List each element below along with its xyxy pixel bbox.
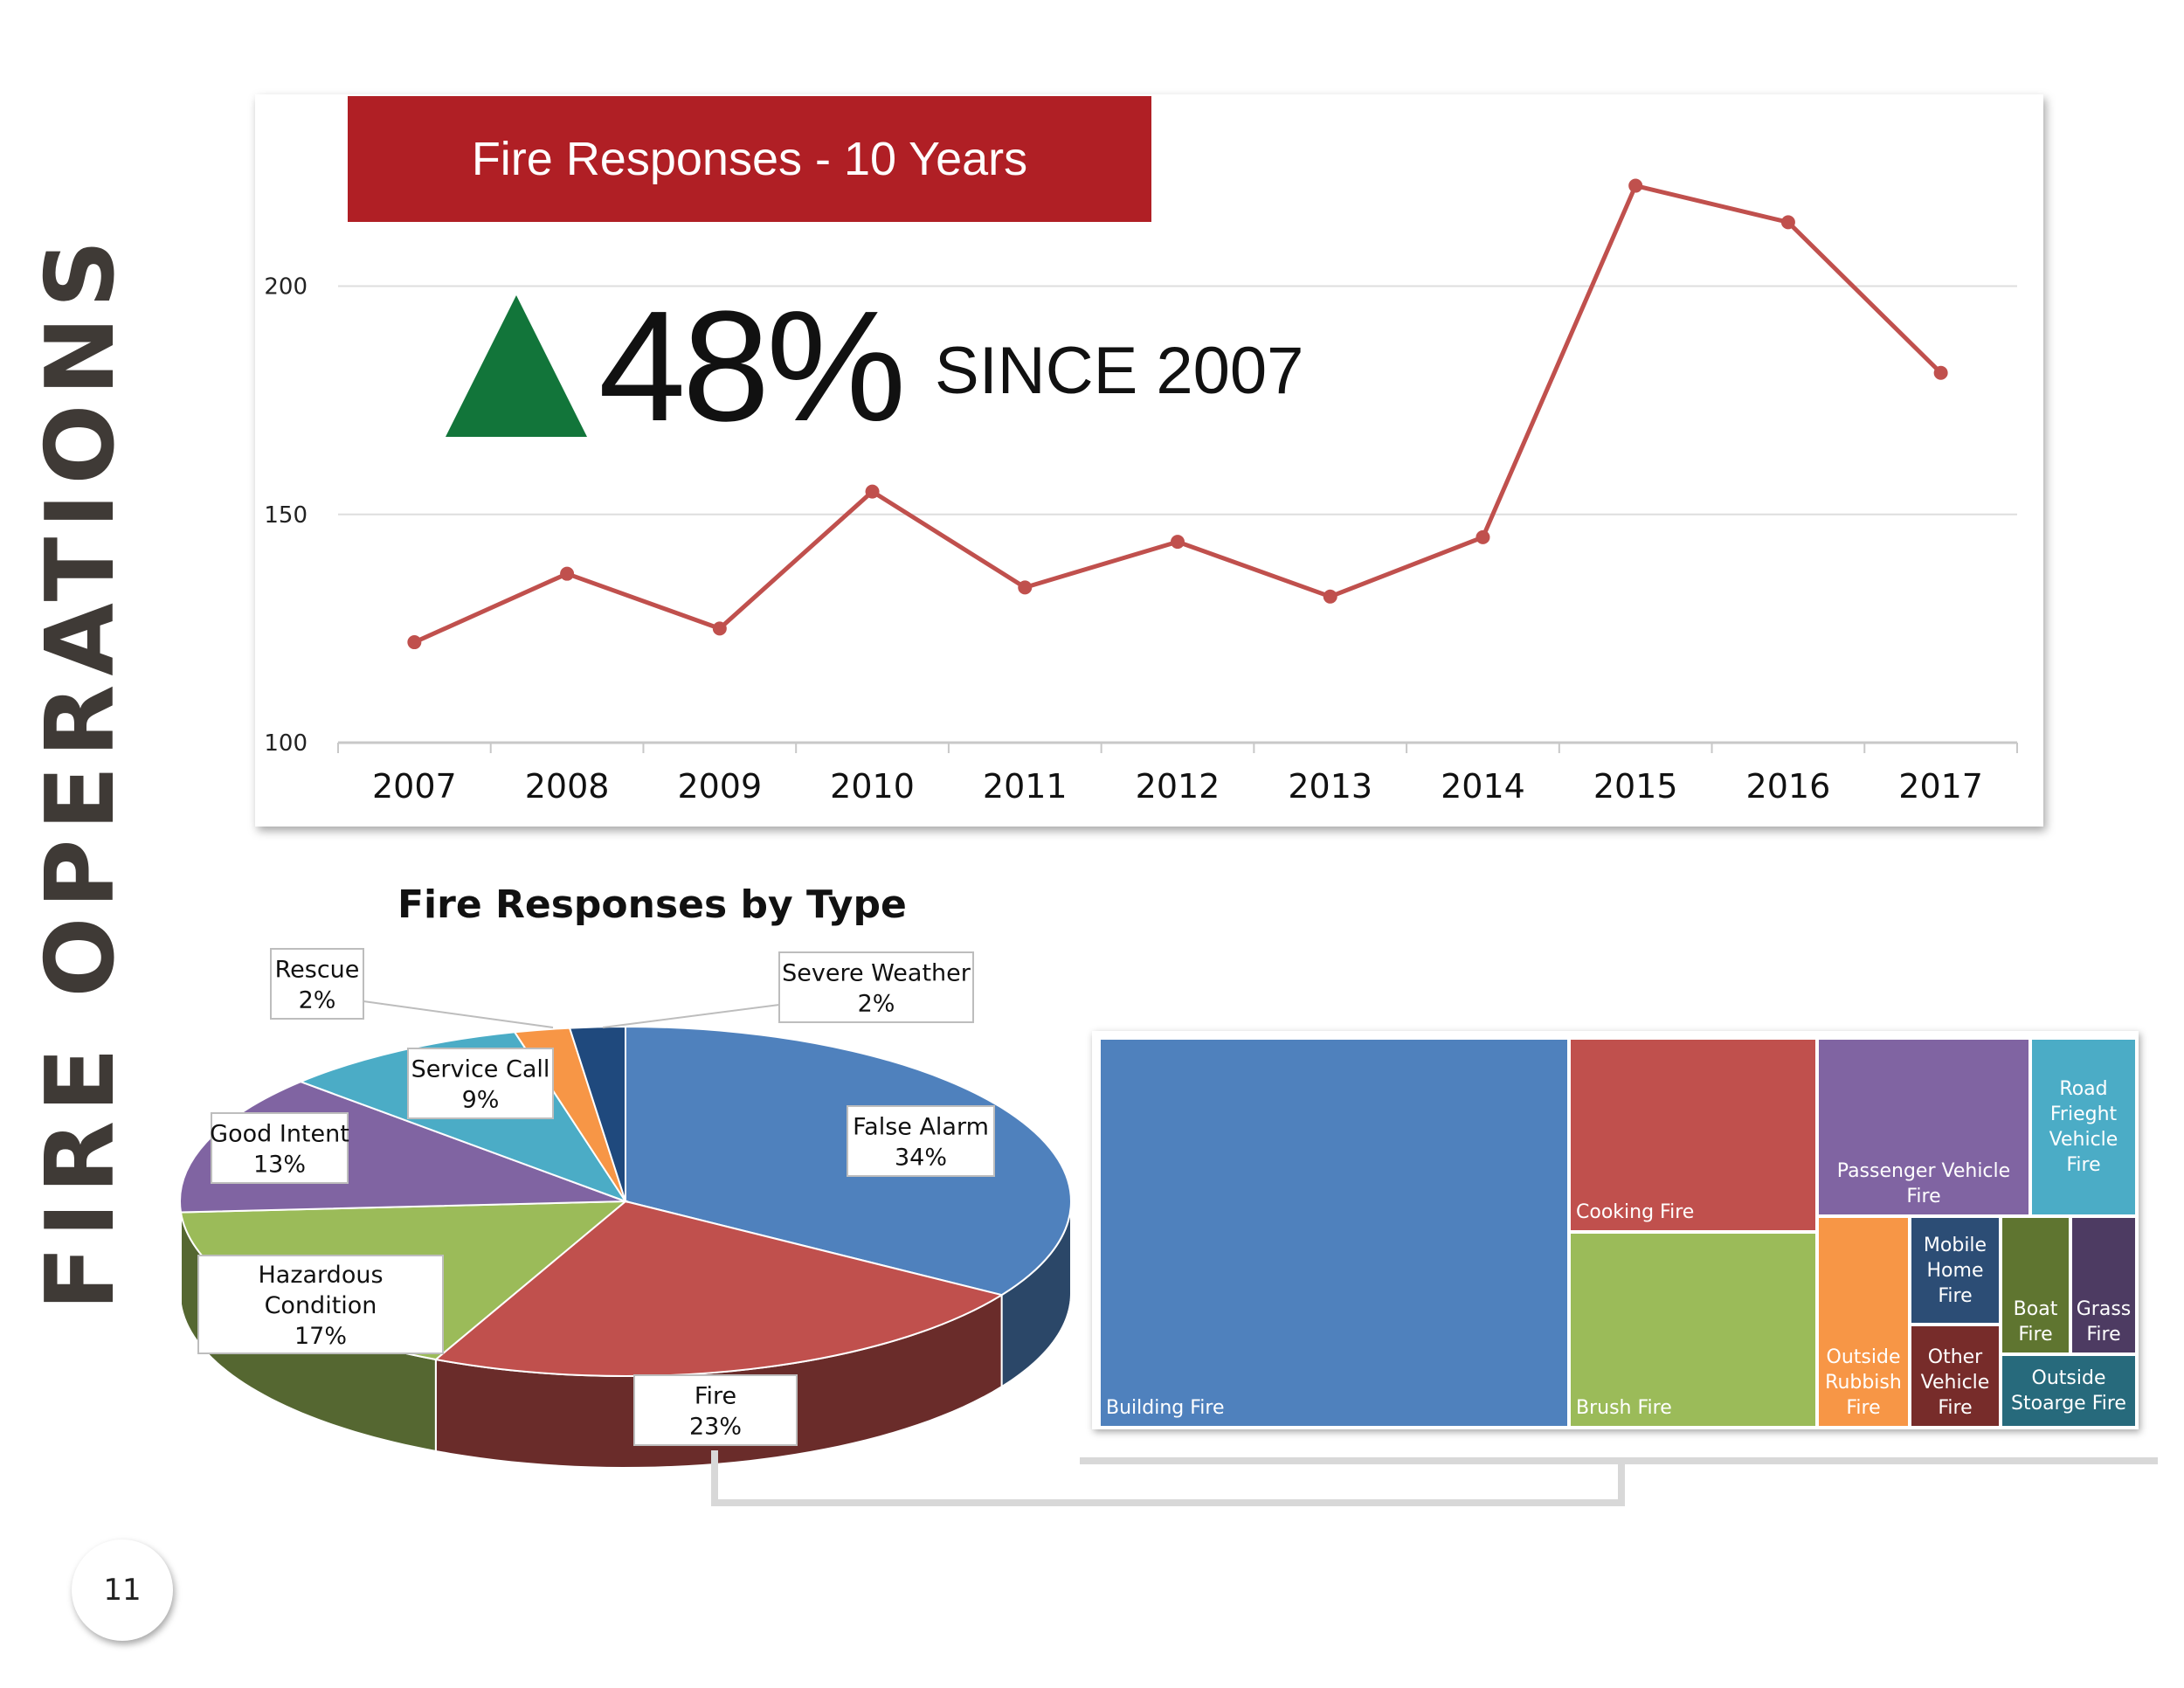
pie-chart-title: Fire Responses by Type [397, 882, 907, 927]
pie-slice [568, 1025, 626, 1202]
pie-slice-label: Severe Weather [782, 960, 971, 987]
y-tick-label: 200 [264, 274, 308, 301]
pie-leader-line [602, 1004, 780, 1028]
pie-slice-percent: 23% [689, 1414, 742, 1441]
treemap-tile: Other Vehicle Fire [1910, 1325, 2001, 1428]
data-point [1171, 535, 1185, 550]
data-point [1628, 178, 1643, 193]
pie-label-box [211, 1112, 349, 1184]
treemap-tile-label: Outside Stoarge Fire [2011, 1367, 2126, 1415]
pie-slice-percent: 17% [294, 1323, 347, 1350]
stat-text: SINCE 2007 [935, 334, 1304, 408]
pie-slice [433, 1200, 1005, 1378]
x-tick-label: 2011 [983, 767, 1068, 806]
treemap-tile-label: Grass Fire [2076, 1298, 2132, 1346]
data-point [1018, 580, 1033, 595]
x-tick-label: 2012 [1136, 767, 1220, 806]
pie-slice-label: Service Call [411, 1056, 550, 1083]
treemap-tile-label: Outside Rubbish Fire [1825, 1346, 1902, 1419]
data-point [712, 621, 727, 636]
pie-label-box [407, 1048, 554, 1119]
treemap-tile-label: Mobile Home Fire [1923, 1234, 1987, 1307]
x-tick-label: 2014 [1441, 767, 1525, 806]
pie-slice-label: Hazardous [258, 1262, 383, 1289]
connector-bracket [711, 1450, 2158, 1506]
x-tick-label: 2016 [1746, 767, 1831, 806]
pie-slice-percent: 13% [253, 1152, 306, 1179]
page-number: 11 [72, 1539, 173, 1641]
data-point [865, 484, 880, 499]
y-tick-label: 150 [264, 502, 308, 529]
pie-label-box [633, 1374, 798, 1446]
data-point [1933, 365, 1948, 380]
up-arrow-icon [446, 295, 587, 437]
pie-slice-percent: 9% [462, 1087, 500, 1114]
treemap-tile-label: Passenger Vehicle Fire [1836, 1160, 2011, 1207]
treemap-tile: Mobile Home Fire [1910, 1216, 2001, 1325]
data-point [560, 566, 575, 581]
pie-label-box [197, 1255, 444, 1354]
data-point [1323, 589, 1337, 604]
y-tick-label: 100 [264, 730, 308, 757]
data-point [1476, 529, 1490, 544]
stat-value: 48% [598, 279, 906, 454]
treemap-tile-label: Brush Fire [1576, 1397, 1672, 1419]
treemap-tile: Road Frieght Vehicle Fire [2030, 1038, 2137, 1216]
pie-slice-percent: 2% [858, 991, 895, 1018]
data-point [1780, 215, 1795, 230]
x-tick-label: 2015 [1593, 767, 1678, 806]
x-tick-label: 2007 [372, 767, 457, 806]
treemap-tile: Building Fire [1099, 1038, 1569, 1428]
treemap-tile: Brush Fire [1569, 1232, 1817, 1428]
x-tick-label: 2013 [1288, 767, 1372, 806]
treemap-tile-label: Boat Fire [2013, 1298, 2058, 1346]
treemap-tile-label: Other Vehicle Fire [1920, 1346, 1990, 1419]
treemap-tile: Grass Fire [2070, 1216, 2137, 1354]
treemap-tile: Cooking Fire [1569, 1038, 1817, 1232]
treemap-tile: Outside Rubbish Fire [1817, 1216, 1910, 1428]
pie-label-box [778, 951, 974, 1023]
pie-slice-side [179, 1200, 183, 1304]
pie-label-box [847, 1105, 995, 1177]
treemap-tile: Boat Fire [2001, 1216, 2070, 1354]
pie-slice-label: Fire [695, 1383, 736, 1410]
treemap-tile-label: Road Frieght Vehicle Fire [2049, 1078, 2118, 1176]
up-arrow-shape [446, 295, 587, 437]
treemap-tile-label: Building Fire [1106, 1397, 1225, 1419]
pie-leader-line [363, 1000, 554, 1028]
x-tick-label: 2009 [677, 767, 762, 806]
pie-slice-percent: 2% [299, 987, 336, 1014]
treemap-tile-label: Cooking Fire [1576, 1201, 1695, 1223]
pie-slice-label: Rescue [275, 957, 360, 984]
pie-label-box [270, 948, 364, 1020]
treemap-tile: Passenger Vehicle Fire [1817, 1038, 2030, 1216]
line-chart: 100 150 200 2007 2008 2009 2010 2011 2012 2013 201… [264, 178, 2018, 806]
treemap-chart: Building Fire Cooking Fire Brush Fire Passe… [1092, 1031, 2139, 1429]
pie-slice-label: Condition [265, 1292, 377, 1319]
x-tick-label: 2017 [1898, 767, 1983, 806]
data-point [407, 635, 422, 650]
line-chart-title: Fire Responses - 10 Years [348, 96, 1151, 222]
pie-slice-label: False Alarm [853, 1114, 989, 1141]
x-tick-label: 2008 [525, 767, 610, 806]
pie-slice-label: Good Intent [210, 1121, 349, 1148]
pie-slice-percent: 34% [895, 1145, 947, 1172]
treemap-tile: Outside Stoarge Fire [2001, 1354, 2137, 1428]
x-tick-label: 2010 [830, 767, 915, 806]
